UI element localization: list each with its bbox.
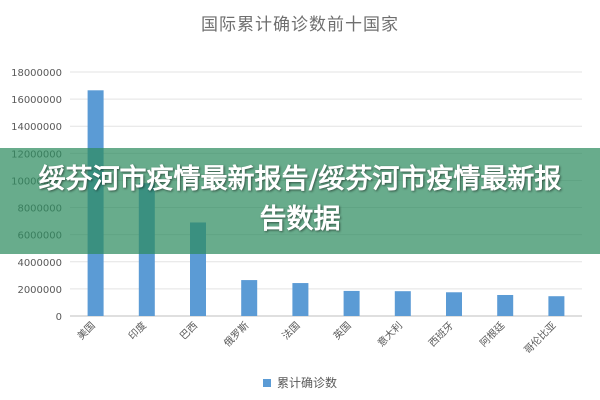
bar xyxy=(548,296,565,316)
y-tick-label: 18000000 xyxy=(11,68,62,79)
x-tick-label: 俄罗斯 xyxy=(221,319,251,349)
x-tick-label: 阿根廷 xyxy=(477,319,507,349)
y-tick-label: 0 xyxy=(56,312,62,323)
bar xyxy=(497,294,514,316)
overlay-banner xyxy=(0,148,600,254)
chart-title: 国际累计确诊数前十国家 xyxy=(201,15,399,35)
y-tick-label: 14000000 xyxy=(11,122,62,133)
x-tick-label: 美国 xyxy=(74,319,97,342)
x-tick-label: 印度 xyxy=(126,319,149,342)
x-tick-label: 西班牙 xyxy=(426,320,456,350)
x-tick-label: 哥伦比亚 xyxy=(521,319,558,356)
y-tick-label: 4000000 xyxy=(17,258,62,269)
y-tick-label: 2000000 xyxy=(17,285,62,296)
overlay-headline: 绥芬河市疫情最新报告/绥芬河市疫情最新报告数据 xyxy=(38,164,562,235)
x-tick-label: 英国 xyxy=(330,319,353,342)
bar xyxy=(241,280,258,316)
x-tick-label: 意大利 xyxy=(375,319,405,349)
y-tick-label: 16000000 xyxy=(11,95,62,106)
bar xyxy=(343,290,360,316)
legend: 累计确诊数 xyxy=(0,374,600,391)
legend-label: 累计确诊数 xyxy=(276,376,337,390)
bar xyxy=(394,291,411,316)
x-tick-label: 巴西 xyxy=(177,320,200,343)
legend-swatch xyxy=(262,378,271,387)
bar xyxy=(446,292,462,316)
bar xyxy=(292,283,309,316)
x-tick-label: 法国 xyxy=(279,319,302,342)
